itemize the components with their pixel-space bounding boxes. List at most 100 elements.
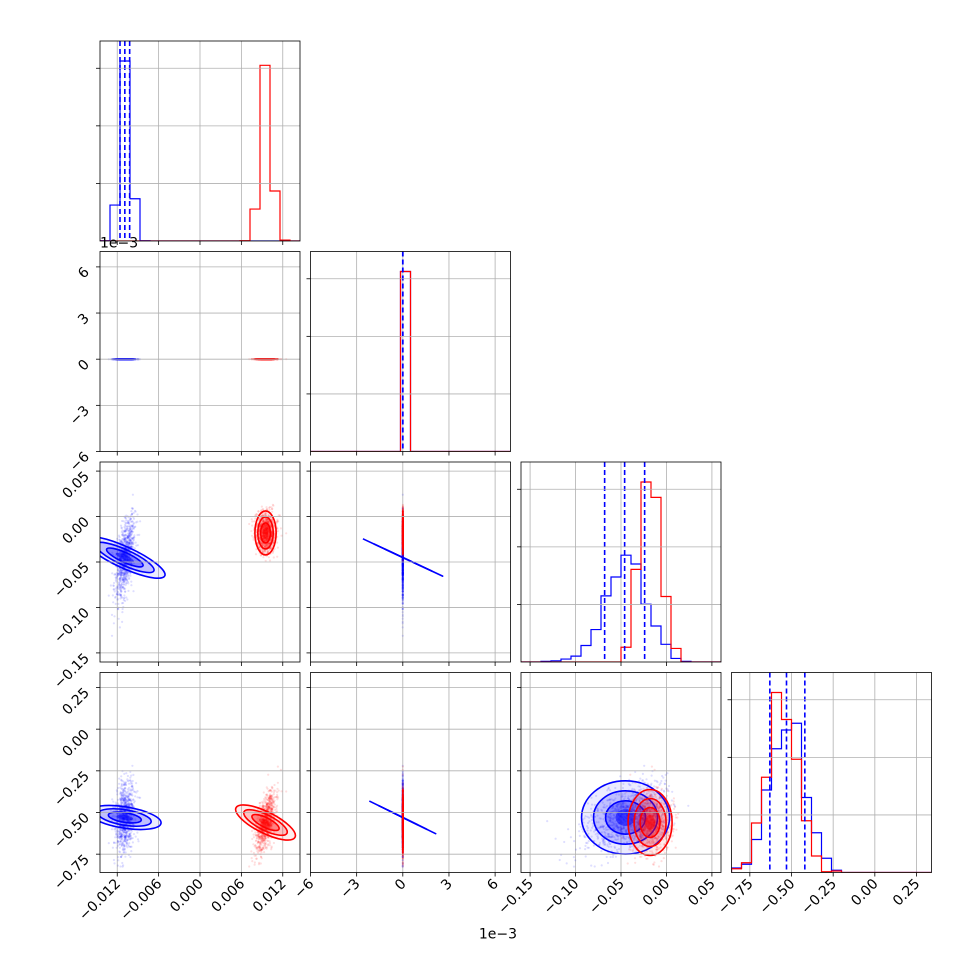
sample-point	[265, 538, 268, 541]
sample-point	[121, 538, 124, 541]
sample-point	[401, 575, 404, 579]
sample-point	[250, 518, 253, 521]
sample-point	[114, 596, 117, 599]
sample-point	[263, 543, 266, 546]
sample-point	[264, 525, 267, 529]
sample-point	[401, 569, 404, 572]
sample-point	[252, 538, 255, 541]
sample-point	[401, 564, 404, 568]
sample-point	[119, 594, 122, 597]
sample-point	[119, 541, 123, 544]
sample-point	[267, 534, 270, 537]
sample-point	[265, 539, 268, 542]
sample-point	[128, 542, 131, 545]
sample-point	[401, 581, 404, 584]
panel-1-1	[306, 251, 511, 456]
sample-point	[119, 588, 122, 592]
sample-point	[265, 538, 268, 541]
sample-point	[401, 615, 404, 618]
sample-point	[401, 577, 404, 581]
sample-point	[123, 572, 126, 575]
sample-point	[401, 571, 404, 574]
sample-point	[119, 573, 122, 576]
sample-point	[401, 559, 404, 562]
sample-point	[401, 584, 404, 587]
sample-point	[130, 545, 133, 548]
sample-point	[263, 549, 266, 552]
sample-point	[132, 590, 135, 593]
sample-point	[401, 569, 404, 572]
sample-point	[264, 549, 267, 553]
sample-point	[268, 559, 272, 562]
sample-point	[271, 518, 274, 522]
sample-point	[255, 548, 258, 551]
sample-point	[401, 575, 404, 579]
sample-point	[269, 537, 273, 540]
sample-point	[401, 573, 404, 576]
sample-point	[401, 493, 404, 496]
sample-point	[267, 542, 270, 545]
sample-point	[129, 540, 132, 543]
sample-point	[120, 558, 123, 561]
sample-point	[401, 567, 404, 570]
sample-point	[124, 538, 127, 542]
sample-point	[130, 530, 133, 533]
sample-point	[279, 527, 282, 530]
sample-point	[127, 529, 130, 532]
sample-point	[119, 584, 122, 587]
sample-point	[118, 536, 121, 539]
sample-point	[130, 532, 133, 535]
sample-point	[126, 519, 129, 523]
sample-point	[265, 543, 269, 546]
sample-point	[271, 551, 274, 555]
sample-point	[132, 539, 135, 542]
sample-point	[120, 571, 123, 574]
sample-point	[124, 530, 127, 533]
sample-point	[401, 602, 404, 606]
sample-point	[117, 587, 120, 591]
sample-point	[117, 581, 121, 584]
sample-point	[127, 521, 131, 525]
sample-point	[112, 581, 116, 585]
sample-point	[401, 559, 404, 563]
sample-point	[267, 535, 270, 538]
sample-point	[263, 550, 266, 553]
sample-point	[119, 577, 122, 581]
sample-point	[123, 540, 127, 543]
sample-point	[263, 539, 267, 542]
sample-point	[126, 535, 129, 538]
sample-point	[110, 613, 114, 617]
sample-point	[117, 573, 120, 576]
sample-point	[125, 540, 128, 543]
sample-point	[119, 570, 122, 573]
sample-point	[262, 549, 265, 552]
sample-point	[266, 526, 269, 529]
sample-point	[401, 572, 404, 575]
sample-point	[125, 522, 128, 525]
sample-point	[117, 573, 120, 576]
sample-point	[401, 566, 404, 569]
sample-point	[264, 519, 267, 523]
sample-point	[118, 578, 121, 581]
sample-point	[401, 565, 404, 568]
sample-point	[253, 520, 256, 523]
sample-point	[401, 566, 404, 570]
sample-point	[131, 537, 134, 540]
sample-point	[119, 540, 122, 543]
sample-point	[265, 544, 268, 547]
sample-point	[265, 537, 268, 541]
sample-point	[266, 536, 269, 539]
sample-point	[130, 507, 133, 510]
sample-point	[125, 543, 129, 546]
sample-point	[130, 541, 133, 544]
sample-point	[132, 523, 135, 526]
sample-point	[401, 561, 404, 565]
sample-point	[127, 535, 130, 538]
sample-point	[262, 537, 265, 540]
sample-point	[131, 543, 134, 546]
sample-point	[128, 541, 131, 544]
sample-point	[248, 522, 251, 526]
sample-point	[270, 533, 273, 536]
sample-point	[122, 599, 125, 602]
sample-point	[128, 531, 131, 535]
